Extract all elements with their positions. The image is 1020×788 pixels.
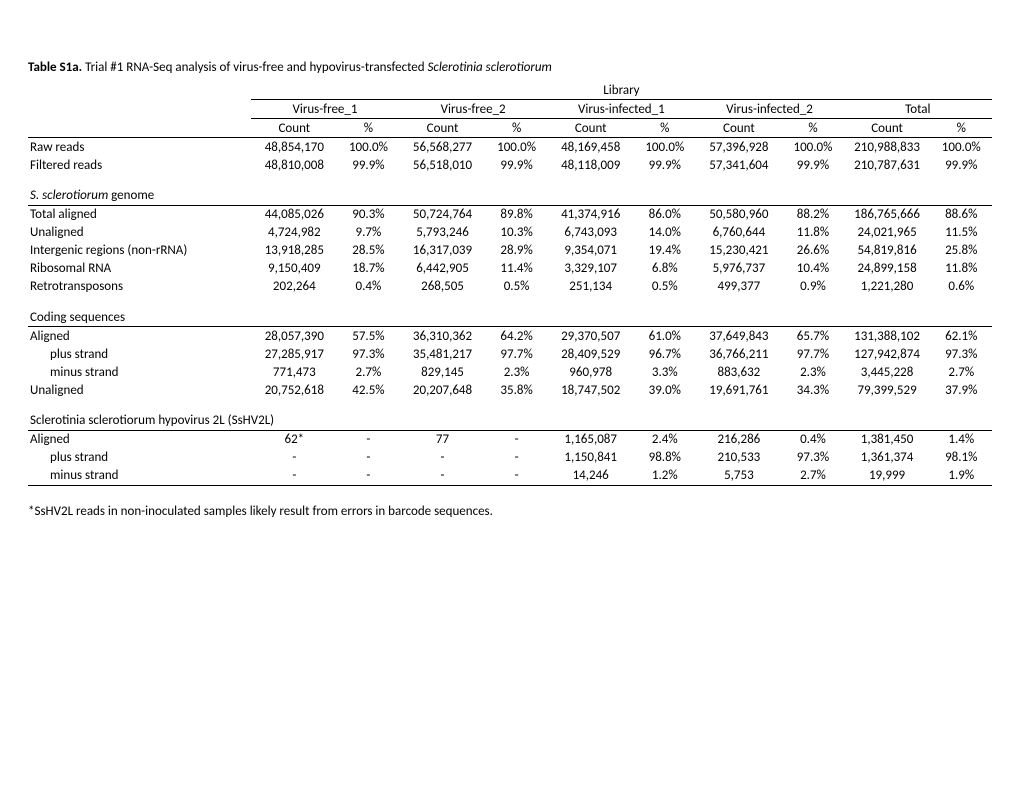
row-rrna: Ribosomal RNA 9,150,40918.7% 6,442,90511… — [28, 260, 992, 278]
data-table: Library Virus-free_1 Virus-free_2 Virus-… — [28, 81, 992, 486]
subhdr-pct-4: % — [931, 119, 992, 138]
subhdr-pct-1: % — [486, 119, 547, 138]
group-header-0: Virus-free_1 — [251, 100, 399, 119]
row-filtered-reads: Filtered reads 48,810,00899.9% 56,518,01… — [28, 156, 992, 174]
row-minus-strand-cds: minus strand 771,4732.7% 829,1452.3% 960… — [28, 363, 992, 381]
subhdr-pct-2: % — [634, 119, 695, 138]
subhdr-count-3: Count — [695, 119, 782, 138]
row-aligned-cds: Aligned 28,057,39057.5% 36,310,36264.2% … — [28, 327, 992, 346]
group-header-4: Total — [844, 100, 992, 119]
title-rest: Trial #1 RNA-Seq analysis of virus-free … — [82, 60, 427, 75]
row-minus-strand-hv: minus strand -- -- 14,2461.2% 5,7532.7% … — [28, 467, 992, 486]
row-total-aligned: Total aligned 44,085,02690.3% 50,724,764… — [28, 205, 992, 224]
subhdr-count-2: Count — [547, 119, 634, 138]
subhdr-count-1: Count — [399, 119, 486, 138]
section-genome: S. sclerotiorum genome — [28, 174, 992, 205]
table-title: Table S1a. Trial #1 RNA-Seq analysis of … — [28, 60, 992, 75]
row-plus-strand-hv: plus strand -- -- 1,150,84198.8% 210,533… — [28, 449, 992, 467]
subhdr-count-0: Count — [251, 119, 338, 138]
header-row-sub: Count % Count % Count % Count % Count % — [28, 119, 992, 138]
group-header-2: Virus-infected_1 — [547, 100, 695, 119]
label-filtered-reads: Filtered reads — [28, 156, 251, 174]
row-retro: Retrotransposons 202,2640.4% 268,5050.5%… — [28, 278, 992, 296]
label-raw-reads: Raw reads — [28, 138, 251, 157]
row-unaligned-cds: Unaligned 20,752,61842.5% 20,207,64835.8… — [28, 381, 992, 399]
row-unaligned-genome: Unaligned 4,724,9829.7% 5,793,24610.3% 6… — [28, 224, 992, 242]
footnote: *SsHV2L reads in non-inoculated samples … — [28, 504, 992, 519]
group-header-3: Virus-infected_2 — [695, 100, 843, 119]
group-header-1: Virus-free_2 — [399, 100, 547, 119]
subhdr-pct-3: % — [782, 119, 843, 138]
section-genome-italic: S. sclerotiorum — [30, 188, 108, 203]
header-row-library: Library — [28, 81, 992, 100]
subhdr-pct-0: % — [338, 119, 399, 138]
title-italic: Sclerotinia sclerotiorum — [428, 60, 552, 75]
section-coding: Coding sequences — [28, 296, 992, 327]
row-intergenic: Intergenic regions (non-rRNA) 13,918,285… — [28, 242, 992, 260]
title-bold: Table S1a. — [28, 60, 82, 75]
row-aligned-hv: Aligned 62*- 77- 1,165,0872.4% 216,2860.… — [28, 430, 992, 449]
library-header: Library — [251, 81, 992, 100]
section-genome-suffix: genome — [108, 188, 154, 203]
row-raw-reads: Raw reads 48,854,170100.0% 56,568,277100… — [28, 138, 992, 157]
header-row-groups: Virus-free_1 Virus-free_2 Virus-infected… — [28, 100, 992, 119]
section-hypovirus: Sclerotinia sclerotiorum hypovirus 2L (S… — [28, 399, 992, 430]
subhdr-count-4: Count — [844, 119, 931, 138]
row-plus-strand-cds: plus strand 27,285,91797.3% 35,481,21797… — [28, 345, 992, 363]
